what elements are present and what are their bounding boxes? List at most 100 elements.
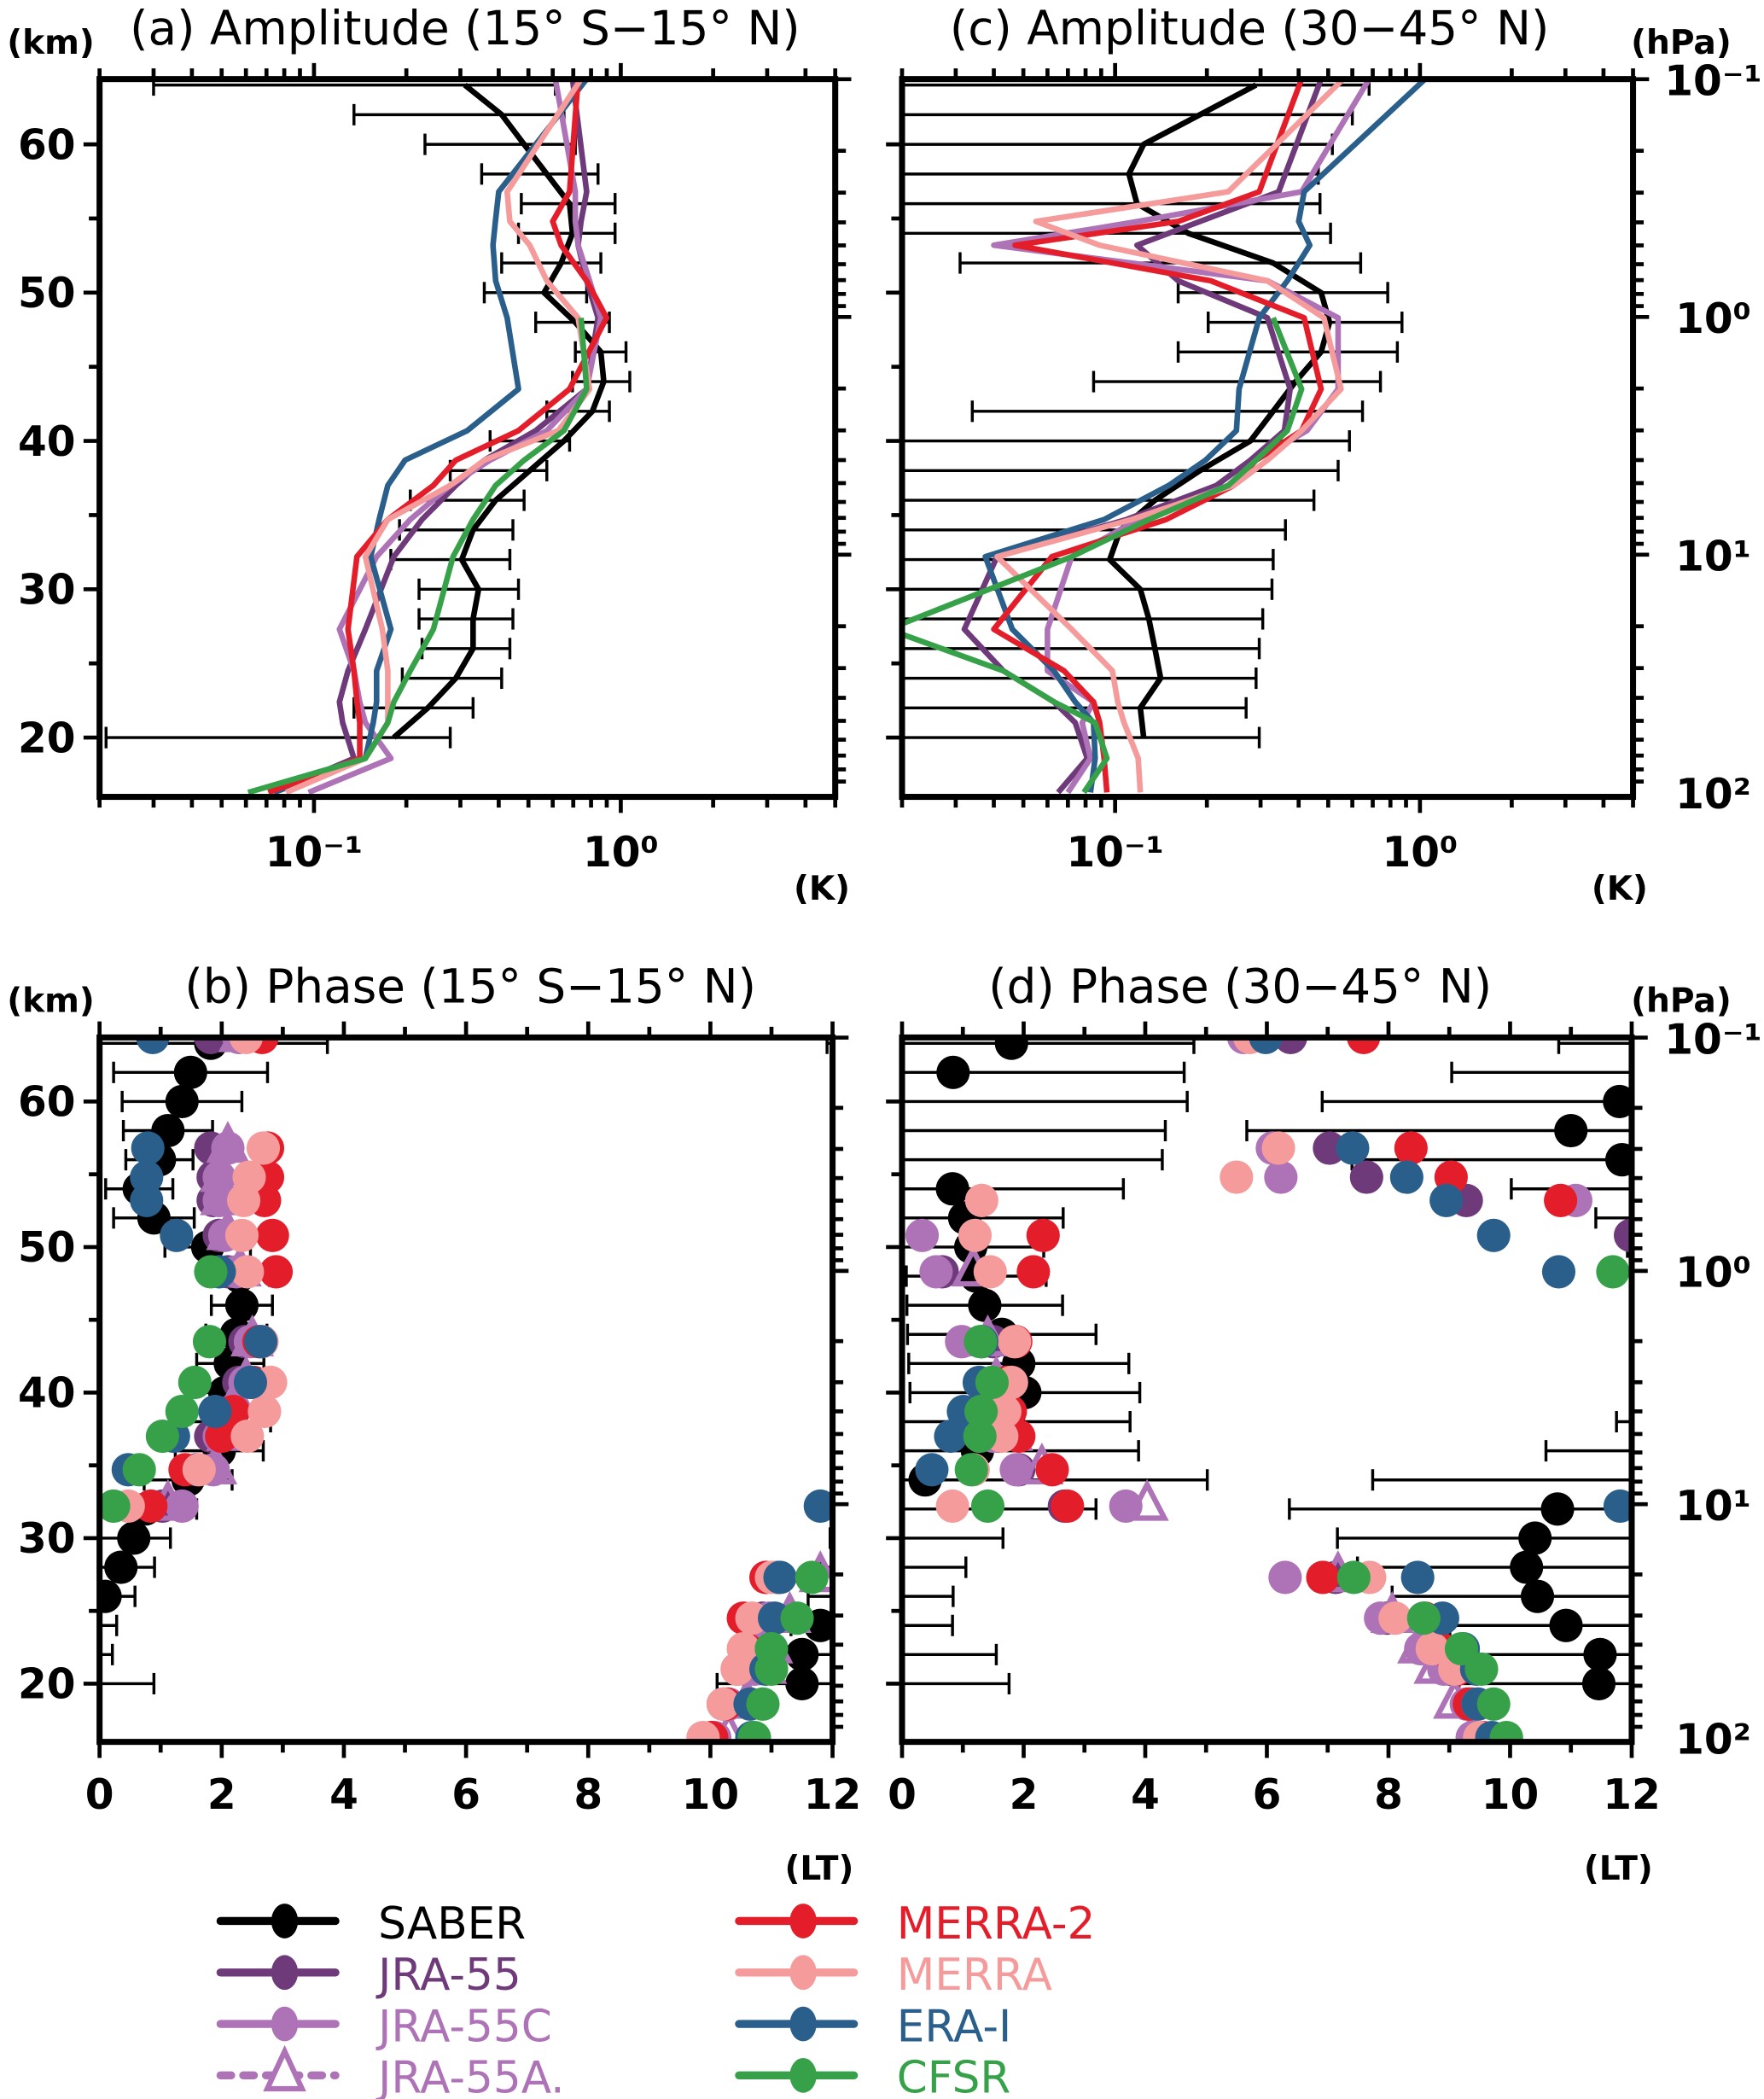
data-point-saber: [968, 1288, 1002, 1322]
saber-error-bar: [901, 608, 1265, 630]
data-point-jra-55: [1613, 1218, 1632, 1252]
legend-label: JRA-55C: [376, 2001, 552, 2052]
data-point-merra: [182, 1453, 216, 1487]
x-tick-label: 12: [1603, 1771, 1661, 1819]
data-point-merra: [232, 1160, 266, 1194]
saber-error-bar: [901, 1643, 1632, 1665]
legend-label: MERRA: [897, 1950, 1052, 2001]
data-point-cfsr: [954, 1453, 988, 1487]
data-point-jra-55c: [1268, 1560, 1302, 1595]
data-point-era-i: [1603, 1489, 1632, 1523]
x-axis-unit: (LT): [784, 1850, 853, 1888]
data-point-cfsr: [1489, 1720, 1523, 1742]
data-point-merra: [230, 1420, 265, 1454]
panel-d: (d) Phase (30−45° N) (hPa) (LT) 0 2 4 6 8 10 12 10…: [886, 959, 1762, 1888]
x-axis-unit: (K): [794, 870, 850, 908]
legend-circle-icon: [271, 1904, 299, 1939]
saber-error-bar: [901, 489, 1316, 511]
data-point-merra: [964, 1183, 998, 1217]
y-tick-label: 40: [18, 418, 76, 466]
legend-item: JRA-55C: [216, 2001, 552, 2052]
data-point-jra-55: [1273, 1037, 1307, 1054]
panel-c: (c) Amplitude (30−45° N) (hPa) (K) 10⁻¹ 10⁰ 1…: [886, 1, 1762, 908]
saber-error-bar: [901, 697, 1248, 719]
panel-title: (b) Phase (15° S−15° N): [184, 959, 756, 1014]
pressure-tick-label: 10¹: [1675, 1483, 1751, 1531]
data-point-saber: [785, 1637, 819, 1671]
x-tick-label: 0: [85, 1771, 114, 1819]
data-point-merra-2: [1026, 1218, 1060, 1252]
saber-error-bar: [901, 1672, 1632, 1694]
data-point-era-i: [130, 1160, 164, 1194]
x-tick-label: 8: [573, 1771, 603, 1819]
data-point-cfsr: [165, 1395, 199, 1429]
plot-area: [104, 79, 632, 796]
y-tick-label: 30: [18, 1515, 76, 1563]
series-line-era-i: [982, 79, 1428, 793]
data-point-era-i: [1249, 1037, 1283, 1054]
data-point-merra: [998, 1325, 1032, 1359]
legend-label: CFSR: [897, 2053, 1011, 2099]
data-point-merra-2: [1544, 1183, 1578, 1217]
data-point-cfsr: [194, 1255, 228, 1289]
data-point-era-i: [803, 1489, 833, 1523]
data-point-merra-2: [1016, 1255, 1051, 1289]
legend-label: ERA-I: [897, 2001, 1012, 2052]
data-point-triangle-jra-55a: [206, 1121, 250, 1163]
data-point-era-i: [1541, 1255, 1576, 1289]
data-point-saber: [936, 1055, 970, 1089]
data-point-cfsr: [178, 1365, 212, 1400]
series-line-era-i: [272, 79, 590, 796]
data-point-merra: [1378, 1601, 1412, 1635]
data-point-merra: [987, 1395, 1022, 1429]
x-tick-label: 10⁰: [1382, 829, 1458, 877]
y-tick-label: 30: [18, 567, 76, 615]
x-tick-label: 0: [888, 1771, 917, 1819]
data-point-merra: [706, 1687, 741, 1721]
series-line-cfsr: [247, 318, 590, 796]
data-point-cfsr: [746, 1687, 780, 1721]
data-point-merra: [247, 1395, 282, 1429]
y-axis-unit-pressure: (hPa): [1631, 24, 1732, 62]
pressure-tick-label: 10¹: [1675, 533, 1751, 581]
data-point-saber: [785, 1666, 819, 1701]
data-point-merra: [229, 1037, 264, 1054]
data-point-era-i: [244, 1325, 278, 1359]
legend-item: ERA-I: [735, 2001, 1012, 2052]
data-point-saber: [1549, 1608, 1583, 1642]
data-point-saber: [1581, 1666, 1616, 1701]
saber-error-bar: [104, 726, 452, 749]
data-point-cfsr: [1476, 1687, 1511, 1721]
data-point-triangle-jra-55a: [1125, 1478, 1169, 1521]
data-point-saber: [173, 1055, 207, 1089]
data-point-jra-55: [1349, 1160, 1383, 1194]
y-tick-label: 60: [18, 121, 76, 169]
axes-frame: [96, 1034, 836, 1746]
data-point-cfsr: [780, 1601, 814, 1635]
y-axis-unit-pressure: (hPa): [1631, 982, 1732, 1021]
data-point-saber: [224, 1288, 259, 1322]
series-line-merra: [994, 79, 1346, 793]
data-point-cfsr: [975, 1365, 1010, 1400]
data-point-saber: [1603, 1084, 1632, 1118]
legend-item: SABER: [216, 1898, 526, 1950]
axes-frame: [899, 76, 1637, 801]
data-point-jra-55c: [1264, 1160, 1298, 1194]
data-point-saber: [165, 1084, 199, 1119]
series-line-saber: [1107, 82, 1333, 738]
data-point-merra-2: [255, 1218, 289, 1252]
legend-item: CFSR: [735, 2053, 1011, 2099]
saber-error-bar: [901, 638, 1261, 660]
data-point-jra-55: [194, 1037, 228, 1054]
data-point-saber: [1518, 1521, 1552, 1555]
data-point-cfsr: [1464, 1652, 1499, 1686]
legend-triangle-icon: [263, 2044, 306, 2092]
data-point-cfsr: [1336, 1560, 1371, 1595]
data-point-era-i: [763, 1560, 797, 1595]
saber-error-bar: [1092, 370, 1383, 393]
data-point-era-i: [1336, 1131, 1370, 1165]
y-tick-label: 50: [18, 270, 76, 318]
saber-error-bar: [352, 103, 566, 125]
